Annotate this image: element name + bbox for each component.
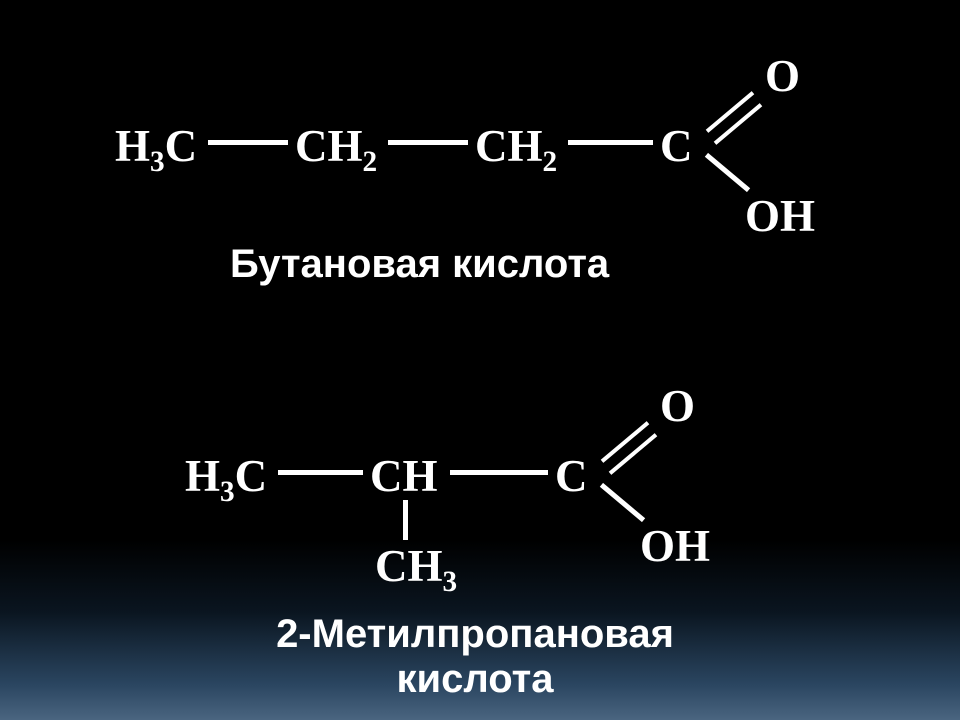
bond-c2-c3 [388, 140, 468, 145]
bond2-c2-c3 [450, 470, 548, 475]
label2-line2: кислота [396, 657, 553, 701]
bond2-c1-c2 [278, 470, 363, 475]
bond-c1-c2 [208, 140, 288, 145]
atom2-c3: C [555, 450, 588, 502]
atom2-ch3-branch: CH3 [375, 540, 457, 592]
atom-c4: C [660, 120, 693, 172]
atom2-o-top: O [660, 380, 695, 432]
atom2-c1: H3C [185, 450, 267, 502]
atom-o-top: O [765, 50, 800, 102]
chemistry-slide: H3C CH2 CH2 C O OH Бутановая кислота H3C… [0, 0, 960, 720]
bond2-c2-ch3 [403, 500, 408, 540]
atom-oh: OH [745, 190, 815, 242]
atom2-oh: OH [640, 520, 710, 572]
atom-c3: CH2 [475, 120, 557, 172]
atom2-c2: CH [370, 450, 438, 502]
bond-c4-oh [705, 153, 750, 192]
label2-line1: 2-Метилпропановая [276, 612, 674, 656]
label-2-methylpropanoic-acid: 2-Метилпропановая кислота [195, 612, 755, 702]
bond2-c3-o-dbl2 [609, 433, 658, 475]
bond2-c3-oh [600, 483, 645, 522]
bond-c4-o-dbl2 [714, 103, 763, 145]
bond-c3-c4 [568, 140, 653, 145]
atom-c2: CH2 [295, 120, 377, 172]
atom-c1: H3C [115, 120, 197, 172]
label-butanoic-acid: Бутановая кислота [230, 242, 609, 287]
